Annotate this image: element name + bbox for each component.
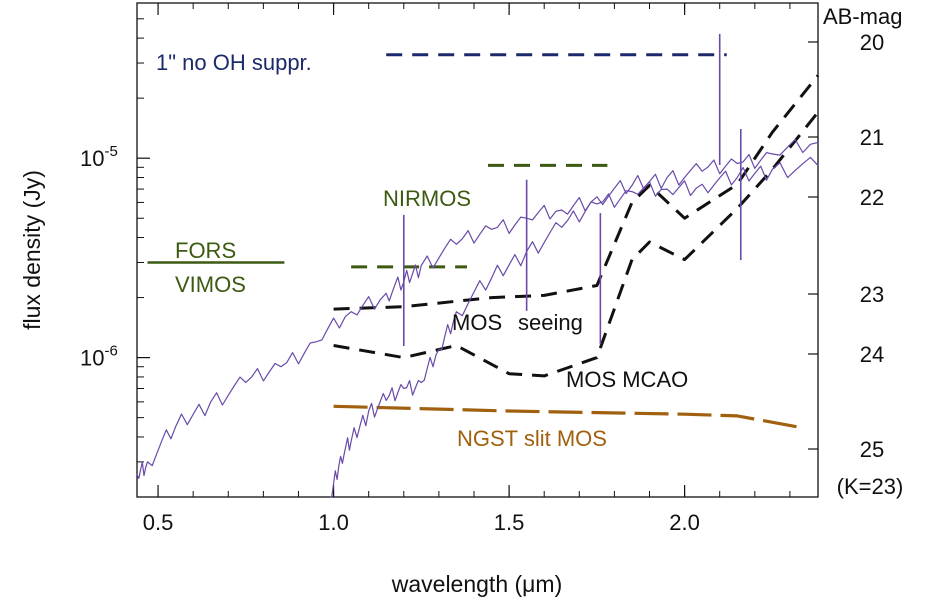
- mos-mcao-annotation: MOS MCAO: [566, 367, 688, 392]
- right-axis-label: 21: [860, 125, 884, 150]
- right-axis-label: 20: [860, 30, 884, 55]
- x-tick-label: 1.0: [318, 510, 349, 535]
- series-group: [136, 33, 820, 498]
- right-axis-label: 23: [860, 282, 884, 307]
- vimos-annotation: VIMOS: [175, 272, 246, 297]
- plot-frame: [136, 2, 819, 498]
- x-tick-label: 1.5: [494, 510, 525, 535]
- nirmos-annotation: NIRMOS: [383, 186, 471, 211]
- right-axis-label: 22: [860, 185, 884, 210]
- y-tick-label: 10-5: [80, 143, 118, 171]
- oh-annotation: 1" no OH suppr.: [156, 50, 312, 75]
- mos-seeing-annotation-b: seeing: [518, 310, 583, 335]
- ngst-annotation: NGST slit MOS: [457, 426, 607, 451]
- fors-annotation: FORS: [175, 238, 236, 263]
- sensitivity-series: [333, 404, 798, 429]
- right-axis-label: 25: [860, 437, 884, 462]
- right-axis-label: 24: [860, 342, 884, 367]
- y-axis-label: flux density (Jy): [19, 170, 45, 330]
- x-tick-label: 2.0: [669, 510, 700, 535]
- mos-seeing-annotation-a: MOS: [452, 310, 502, 335]
- sensitivity-series: [333, 111, 820, 378]
- spectrum-series: [136, 138, 819, 480]
- right-axis-note: (K=23): [837, 474, 904, 499]
- x-axis-label: wavelength (μm): [391, 571, 562, 597]
- y-tick-label: 10-6: [80, 343, 118, 371]
- axis-ticks: 0.5 1.0 1.5 2.0 10-6 10-5 20 21 22 23 24 25 (K=23): [80, 3, 903, 535]
- x-tick-label: 0.5: [143, 510, 174, 535]
- spectrum-series: [329, 156, 819, 498]
- right-axis-title: AB-mag: [823, 4, 902, 29]
